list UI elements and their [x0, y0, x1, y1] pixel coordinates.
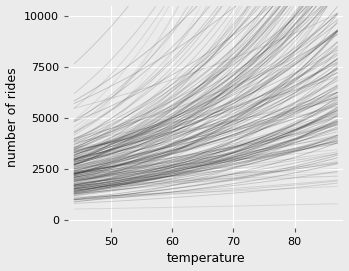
X-axis label: temperature: temperature	[166, 253, 245, 265]
Y-axis label: number of rides: number of rides	[6, 67, 18, 166]
